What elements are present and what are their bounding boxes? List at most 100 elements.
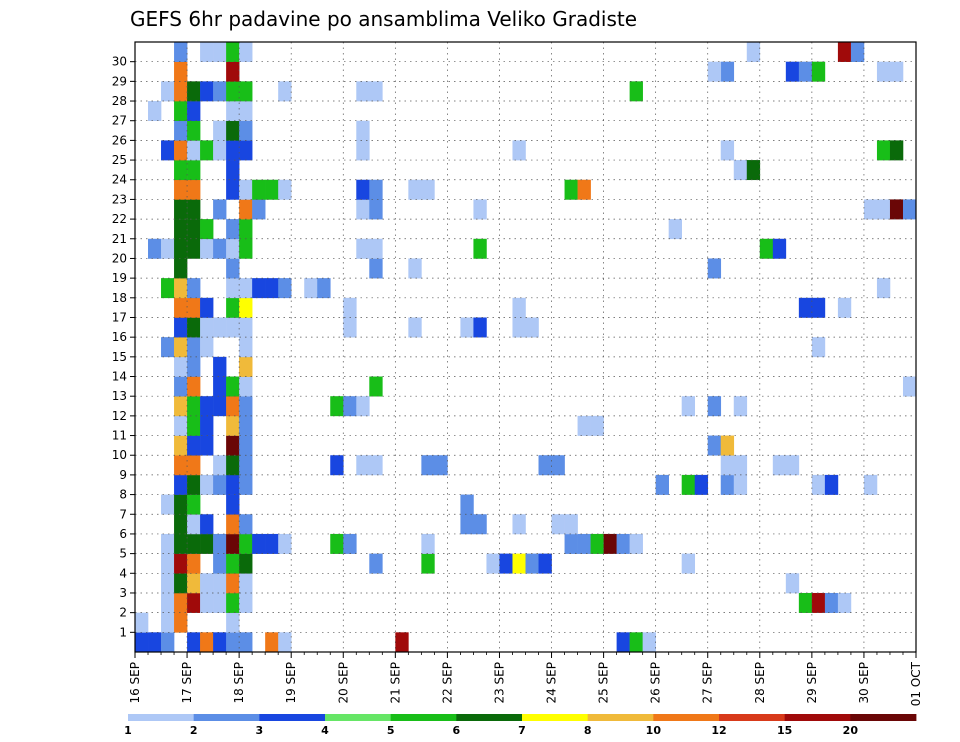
heatmap-cell xyxy=(681,553,696,574)
heatmap-cell xyxy=(200,396,214,417)
heatmap-cell xyxy=(239,592,253,613)
heatmap-cell xyxy=(161,533,175,554)
colorbar-legend: 1 2 3 4 5 6 7 8 10 12 15 20 xyxy=(124,714,917,737)
heatmap-cell xyxy=(161,278,175,299)
heatmap-cell xyxy=(174,42,188,62)
y-tick-label: 4 xyxy=(119,566,127,580)
heatmap-cell xyxy=(213,396,227,417)
heatmap-cell xyxy=(174,219,188,240)
heatmap-cell xyxy=(473,199,487,220)
heatmap-cell xyxy=(512,317,526,338)
heatmap-cell xyxy=(239,140,253,161)
heatmap-cell xyxy=(408,179,422,200)
heatmap-cell xyxy=(213,238,227,259)
heatmap-cell xyxy=(629,632,643,653)
y-tick-label: 19 xyxy=(112,271,127,285)
heatmap-cell xyxy=(161,81,175,102)
heatmap-cell xyxy=(200,514,214,535)
heatmap-cell xyxy=(512,553,526,574)
y-tick-label: 26 xyxy=(112,133,127,147)
heatmap-cell xyxy=(746,160,761,181)
colorbar-label: 8 xyxy=(584,724,592,737)
heatmap-cell xyxy=(213,81,227,102)
heatmap-cell xyxy=(252,533,266,554)
heatmap-cell xyxy=(720,474,735,495)
heatmap-cell xyxy=(876,140,891,161)
heatmap-cell xyxy=(187,356,201,377)
heatmap-cell xyxy=(525,317,539,338)
heatmap-cell xyxy=(876,61,891,82)
colorbar-label: 1 xyxy=(124,724,132,737)
heatmap-cell xyxy=(161,592,175,613)
heatmap-cell xyxy=(161,632,175,653)
heatmap-cell xyxy=(733,160,748,181)
heatmap-cell xyxy=(226,592,240,613)
heatmap-cell xyxy=(200,219,214,240)
colorbar-label: 15 xyxy=(777,724,792,737)
heatmap-cell xyxy=(148,632,162,653)
heatmap-cell xyxy=(824,474,839,495)
heatmap-cell xyxy=(187,533,201,554)
heatmap-cell xyxy=(239,297,253,318)
heatmap-cell xyxy=(187,435,201,456)
heatmap-cell xyxy=(408,258,422,279)
heatmap-cell xyxy=(525,553,539,574)
heatmap-cell xyxy=(239,415,253,436)
heatmap-cell xyxy=(174,238,188,259)
y-tick-label: 24 xyxy=(112,173,127,187)
y-tick-label: 11 xyxy=(112,429,127,443)
heatmap-cell xyxy=(863,474,878,495)
heatmap-cell xyxy=(174,317,188,338)
heatmap-cell xyxy=(876,199,891,220)
heatmap-cell xyxy=(330,396,344,417)
heatmap-cell xyxy=(473,514,487,535)
heatmap-cell xyxy=(161,140,175,161)
heatmap-cell xyxy=(226,376,240,397)
x-tick-label: 21 SEP xyxy=(388,662,402,704)
heatmap-cell xyxy=(187,81,201,102)
heatmap-cell xyxy=(252,278,266,299)
heatmap-cell xyxy=(187,573,201,594)
heatmap-cell xyxy=(187,553,201,574)
heatmap-cell xyxy=(174,337,188,358)
heatmap-cell xyxy=(395,632,409,653)
heatmap-cell xyxy=(343,297,357,318)
heatmap-cell xyxy=(837,297,852,318)
heatmap-cell xyxy=(174,160,188,181)
colorbar-label: 7 xyxy=(518,724,526,737)
heatmap-cell xyxy=(213,317,227,338)
heatmap-cell xyxy=(226,140,240,161)
colorbar-swatch xyxy=(653,714,720,721)
heatmap-cell xyxy=(226,514,240,535)
heatmap-cell xyxy=(889,140,904,161)
colorbar-label: 12 xyxy=(711,724,726,737)
y-tick-label: 16 xyxy=(112,330,127,344)
heatmap-cell xyxy=(837,42,852,62)
heatmap-cell xyxy=(226,42,240,62)
heatmap-cell xyxy=(343,396,357,417)
colorbar-label: 3 xyxy=(256,724,264,737)
y-tick-label: 8 xyxy=(119,488,127,502)
heatmap-cell xyxy=(187,632,201,653)
heatmap-cell xyxy=(720,455,735,476)
heatmap-cell xyxy=(239,435,253,456)
heatmap-cell xyxy=(902,376,917,397)
heatmap-cell xyxy=(460,514,474,535)
heatmap-cell xyxy=(369,238,383,259)
heatmap-cell xyxy=(174,415,188,436)
heatmap-cell xyxy=(226,297,240,318)
heatmap-cell xyxy=(213,120,227,141)
heatmap-cell xyxy=(174,278,188,299)
heatmap-cell xyxy=(369,376,383,397)
heatmap-cell xyxy=(785,455,800,476)
y-tick-label: 18 xyxy=(112,291,127,305)
heatmap-cell xyxy=(239,278,253,299)
heatmap-cell xyxy=(356,199,370,220)
heatmap-cell xyxy=(187,415,201,436)
heatmap-cell xyxy=(707,258,722,279)
heatmap-cell xyxy=(226,396,240,417)
heatmap-cell xyxy=(746,42,761,62)
heatmap-cell xyxy=(681,474,696,495)
heatmap-cell xyxy=(369,179,383,200)
heatmap-cell xyxy=(577,415,591,436)
